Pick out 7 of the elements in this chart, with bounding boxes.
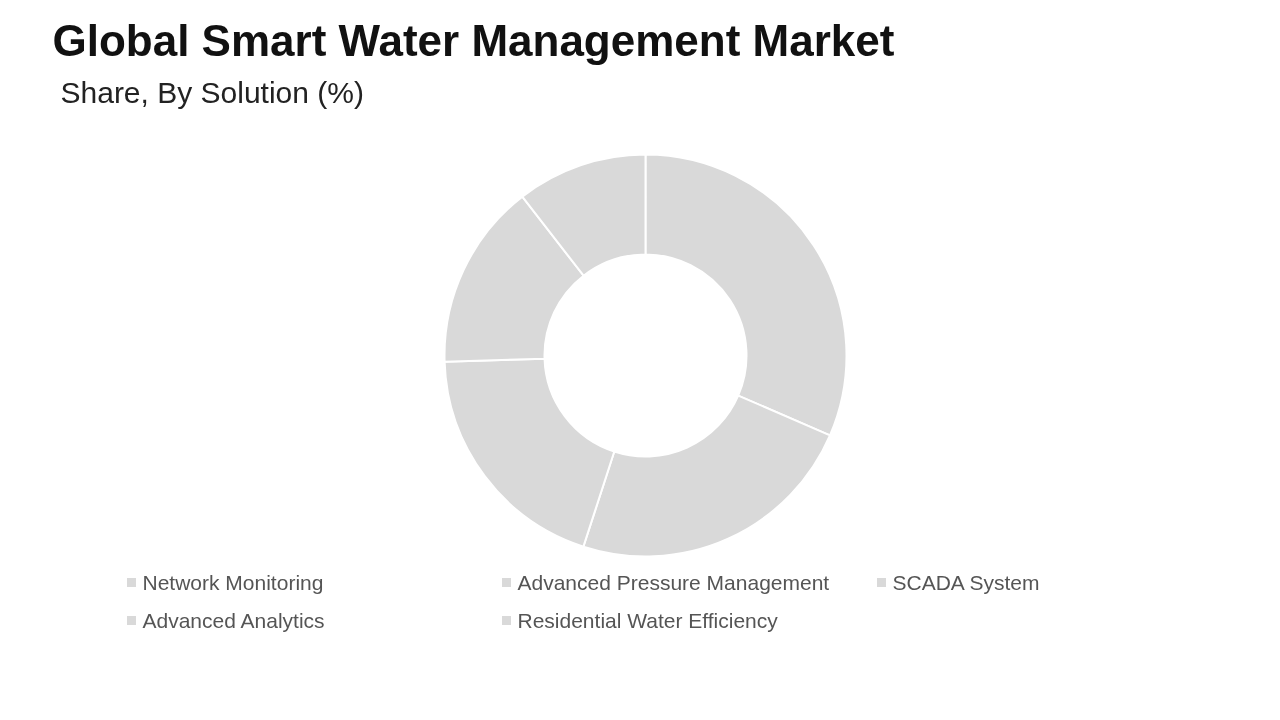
chart-title: Global Smart Water Management Market	[52, 16, 895, 65]
legend-label: Advanced Pressure Management	[517, 571, 830, 594]
legend-label: SCADA System	[892, 571, 1040, 594]
legend-label: Advanced Analytics	[142, 609, 325, 632]
legend-label: Residential Water Efficiency	[517, 609, 779, 632]
legend-label: Network Monitoring	[142, 571, 324, 594]
chart-subtitle: Share, By Solution (%)	[60, 76, 364, 109]
